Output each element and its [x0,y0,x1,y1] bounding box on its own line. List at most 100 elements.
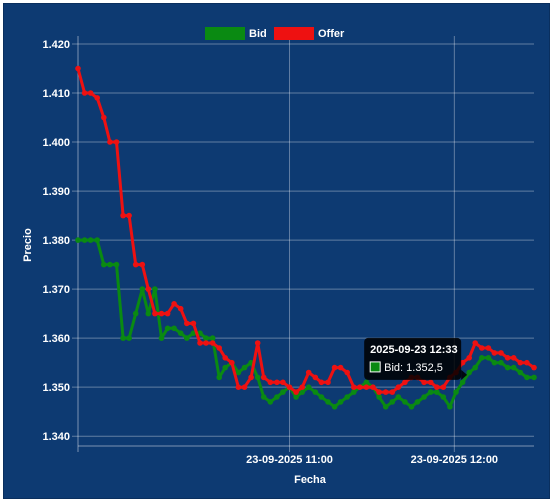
bid-data-point[interactable] [132,310,139,317]
offer-data-point[interactable] [510,355,517,361]
bid-data-point[interactable] [421,394,427,400]
bid-data-point[interactable] [241,364,248,371]
bid-data-point[interactable] [498,359,504,366]
bid-data-point[interactable] [101,261,107,268]
offer-data-point[interactable] [254,340,261,346]
offer-data-point[interactable] [222,355,228,361]
offer-data-point[interactable] [293,389,299,395]
offer-data-point[interactable] [126,212,132,219]
offer-data-point[interactable] [235,384,242,391]
bid-data-point[interactable] [107,261,113,268]
bid-data-point[interactable] [466,369,473,376]
offer-data-point[interactable] [216,345,222,351]
offer-data-point[interactable] [260,374,267,381]
offer-data-point[interactable] [107,139,113,145]
offer-data-point[interactable] [248,374,254,381]
bid-data-point[interactable] [177,330,184,337]
offer-data-point[interactable] [274,379,280,386]
bid-data-point[interactable] [216,374,222,381]
bid-data-point[interactable] [325,399,331,405]
offer-data-point[interactable] [164,310,171,317]
offer-data-point[interactable] [363,384,370,391]
bid-data-point[interactable] [203,335,209,341]
offer-data-point[interactable] [459,359,466,366]
offer-data-point[interactable] [472,340,479,346]
bid-data-point[interactable] [389,399,396,405]
bid-data-point[interactable] [344,394,351,400]
offer-data-point[interactable] [209,340,216,346]
bid-data-point[interactable] [184,335,190,341]
bid-data-point[interactable] [491,359,498,366]
offer-data-point[interactable] [139,261,146,268]
bid-data-point[interactable] [453,389,459,395]
bid-data-point[interactable] [414,399,421,405]
offer-data-point[interactable] [531,364,537,371]
bid-data-point[interactable] [395,394,402,400]
bid-data-point[interactable] [145,310,152,317]
bid-data-point[interactable] [485,355,492,361]
offer-data-point[interactable] [203,340,209,346]
bid-data-point[interactable] [459,379,466,386]
offer-data-point[interactable] [421,379,427,386]
offer-data-point[interactable] [389,389,396,395]
bid-data-point[interactable] [126,335,132,341]
offer-data-point[interactable] [75,65,81,72]
bid-data-point[interactable] [402,399,408,405]
bid-data-point[interactable] [376,394,382,400]
offer-series-line[interactable] [76,68,535,394]
bid-data-point[interactable] [158,335,165,341]
offer-data-point[interactable] [434,384,440,391]
bid-data-point[interactable] [120,335,126,341]
offer-data-point[interactable] [479,345,485,351]
offer-data-point[interactable] [524,359,530,366]
offer-data-point[interactable] [427,379,434,386]
offer-data-point[interactable] [113,139,120,145]
offer-data-point[interactable] [376,389,382,395]
offer-data-point[interactable] [312,374,319,381]
offer-data-point[interactable] [498,350,504,356]
bid-data-point[interactable] [81,237,88,243]
bid-data-point[interactable] [260,394,267,400]
bid-data-point[interactable] [222,364,228,371]
bid-data-point[interactable] [75,237,81,243]
bid-data-point[interactable] [164,325,171,332]
bid-data-point[interactable] [382,404,389,410]
bid-data-point[interactable] [363,379,370,386]
offer-data-point[interactable] [351,384,357,391]
bid-data-point[interactable] [531,374,537,381]
bid-data-point[interactable] [472,364,479,371]
bid-data-point[interactable] [447,404,453,410]
bid-data-point[interactable] [427,389,434,395]
bid-data-point[interactable] [209,335,216,341]
offer-data-point[interactable] [299,384,306,391]
bid-data-point[interactable] [293,394,299,400]
offer-data-point[interactable] [337,364,344,371]
offer-data-point[interactable] [184,320,190,327]
bid-data-point[interactable] [305,384,312,391]
bid-data-point[interactable] [434,389,440,395]
offer-data-point[interactable] [197,340,203,346]
offer-data-point[interactable] [120,212,126,219]
bid-data-point[interactable] [267,399,274,405]
bid-data-point[interactable] [139,286,146,292]
offer-data-point[interactable] [370,384,376,391]
bid-data-point[interactable] [171,325,177,332]
series[interactable] [75,65,537,410]
offer-data-point[interactable] [158,310,165,317]
price-chart[interactable]: 1.340 1.350 1.360 1.370 1.380 1.390 1.400 1.410… [4,4,551,500]
offer-data-point[interactable] [344,369,351,376]
offer-data-point[interactable] [229,359,235,366]
offer-data-point[interactable] [305,369,312,376]
offer-data-point[interactable] [466,355,473,361]
offer-data-point[interactable] [331,364,338,371]
offer-data-point[interactable] [357,384,363,391]
bid-data-point[interactable] [440,394,447,400]
offer-data-point[interactable] [101,114,107,121]
offer-data-point[interactable] [171,301,177,307]
offer-data-point[interactable] [241,384,248,391]
bid-data-point[interactable] [524,374,530,381]
offer-data-point[interactable] [286,384,293,391]
offer-data-point[interactable] [504,355,511,361]
bid-data-point[interactable] [254,374,261,381]
bid-data-point[interactable] [152,286,158,292]
